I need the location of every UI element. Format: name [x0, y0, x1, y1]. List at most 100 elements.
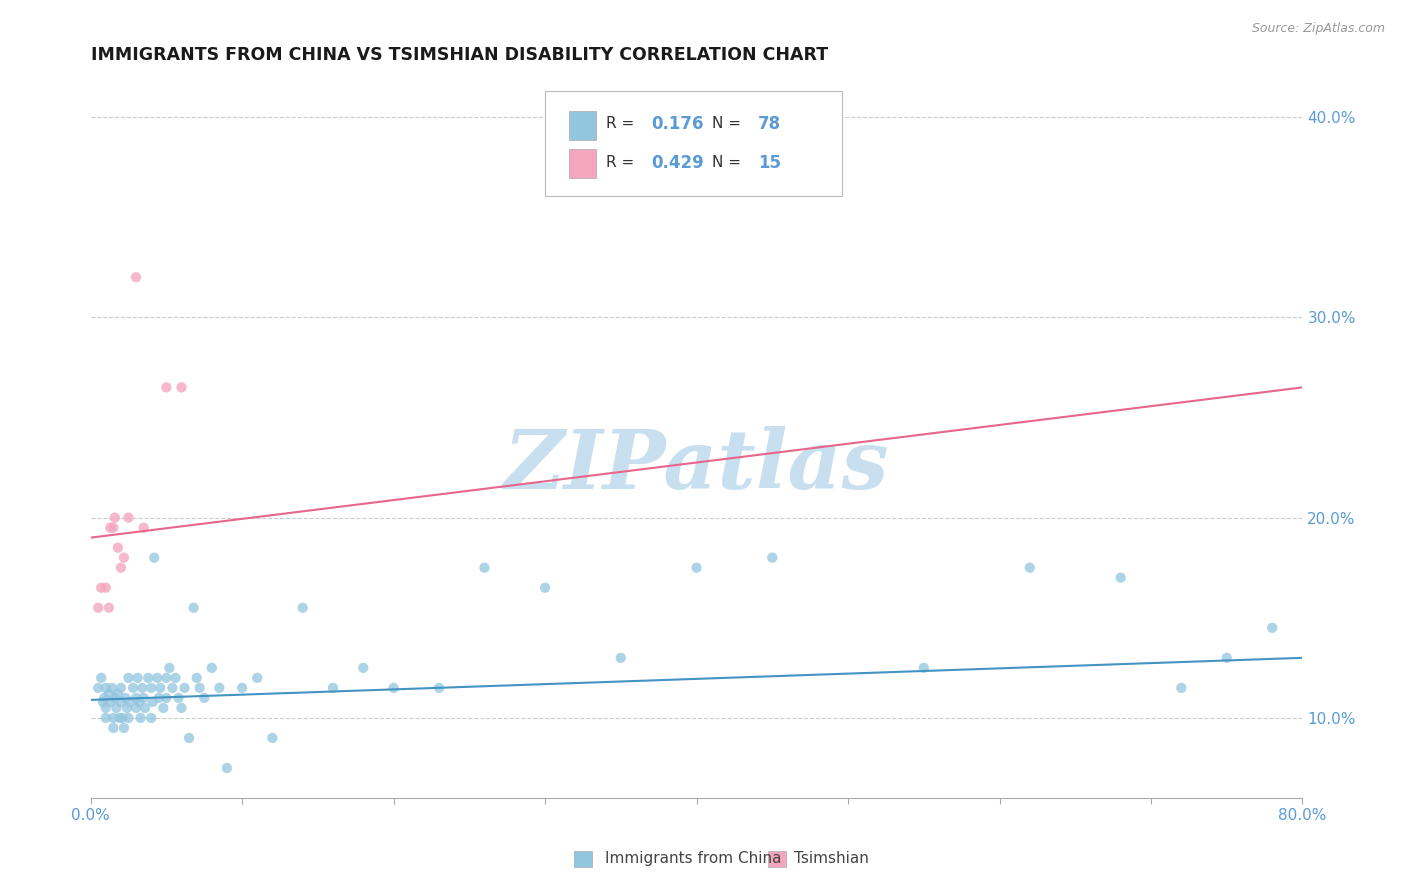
Point: [149, 681, 172, 695]
Point: [117, 510, 139, 524]
Point: [155, 380, 177, 394]
Point: [912, 661, 935, 675]
Point: [131, 681, 153, 695]
Text: 78: 78: [758, 115, 782, 133]
Point: [97, 600, 120, 615]
Point: [110, 681, 132, 695]
Point: [474, 560, 496, 574]
Point: [186, 671, 208, 685]
Point: [112, 721, 135, 735]
Point: [534, 581, 557, 595]
Point: [188, 681, 211, 695]
Point: [246, 671, 269, 685]
Point: [136, 671, 159, 685]
Point: [104, 510, 127, 524]
Point: [143, 550, 166, 565]
Point: [118, 695, 141, 709]
Point: [98, 695, 121, 709]
Point: [193, 690, 215, 705]
Text: R =: R =: [606, 155, 638, 170]
Point: [125, 701, 148, 715]
Point: [103, 721, 125, 735]
Point: [167, 690, 190, 705]
Point: [142, 695, 165, 709]
Point: [111, 711, 134, 725]
Point: [183, 600, 205, 615]
Point: [685, 560, 707, 574]
Text: 0.176: 0.176: [652, 115, 704, 133]
Text: R =: R =: [606, 116, 638, 131]
Point: [146, 671, 169, 685]
Point: [97, 687, 120, 701]
Text: ZIPatlas: ZIPatlas: [503, 426, 890, 507]
Point: [94, 711, 117, 725]
Point: [115, 701, 138, 715]
Point: [162, 681, 184, 695]
FancyBboxPatch shape: [546, 91, 842, 196]
Text: IMMIGRANTS FROM CHINA VS TSIMSHIAN DISABILITY CORRELATION CHART: IMMIGRANTS FROM CHINA VS TSIMSHIAN DISAB…: [90, 46, 828, 64]
Text: N =: N =: [713, 155, 747, 170]
Point: [125, 270, 148, 285]
Point: [132, 690, 155, 705]
Point: [103, 711, 125, 725]
Point: [134, 701, 156, 715]
Point: [127, 671, 149, 685]
Point: [105, 701, 128, 715]
Point: [132, 521, 155, 535]
Point: [215, 761, 238, 775]
Point: [114, 690, 136, 705]
Point: [125, 690, 148, 705]
Point: [91, 695, 114, 709]
FancyBboxPatch shape: [569, 149, 596, 178]
Point: [382, 681, 405, 695]
Text: Source: ZipAtlas.com: Source: ZipAtlas.com: [1251, 22, 1385, 36]
Point: [1109, 571, 1132, 585]
Point: [1018, 560, 1040, 574]
Point: [117, 711, 139, 725]
Point: [1170, 681, 1192, 695]
Point: [107, 541, 129, 555]
Point: [93, 690, 115, 705]
Point: [157, 661, 180, 675]
Point: [112, 550, 135, 565]
Text: 15: 15: [758, 153, 782, 171]
Point: [322, 681, 344, 695]
Point: [117, 671, 139, 685]
Text: Immigrants from China: Immigrants from China: [605, 851, 782, 865]
Point: [201, 661, 224, 675]
Point: [110, 560, 132, 574]
Point: [94, 681, 117, 695]
Point: [177, 731, 200, 745]
Point: [262, 731, 284, 745]
Text: 0.429: 0.429: [652, 153, 704, 171]
Point: [610, 650, 633, 665]
Point: [231, 681, 253, 695]
Point: [122, 681, 145, 695]
Point: [152, 701, 174, 715]
Point: [155, 671, 177, 685]
Text: Tsimshian: Tsimshian: [794, 851, 869, 865]
Point: [129, 711, 152, 725]
Point: [94, 701, 117, 715]
Point: [103, 521, 125, 535]
Point: [104, 690, 127, 705]
Point: [1261, 621, 1284, 635]
Point: [291, 600, 314, 615]
Point: [173, 681, 195, 695]
Point: [352, 661, 374, 675]
Point: [108, 711, 131, 725]
Point: [141, 711, 163, 725]
Point: [427, 681, 450, 695]
Point: [208, 681, 231, 695]
Point: [90, 581, 112, 595]
Point: [165, 671, 187, 685]
FancyBboxPatch shape: [569, 111, 596, 140]
Point: [98, 521, 121, 535]
Point: [110, 695, 132, 709]
Point: [141, 681, 163, 695]
Point: [128, 695, 150, 709]
Point: [107, 687, 129, 701]
Point: [87, 681, 110, 695]
Point: [1216, 650, 1239, 665]
Point: [87, 600, 110, 615]
